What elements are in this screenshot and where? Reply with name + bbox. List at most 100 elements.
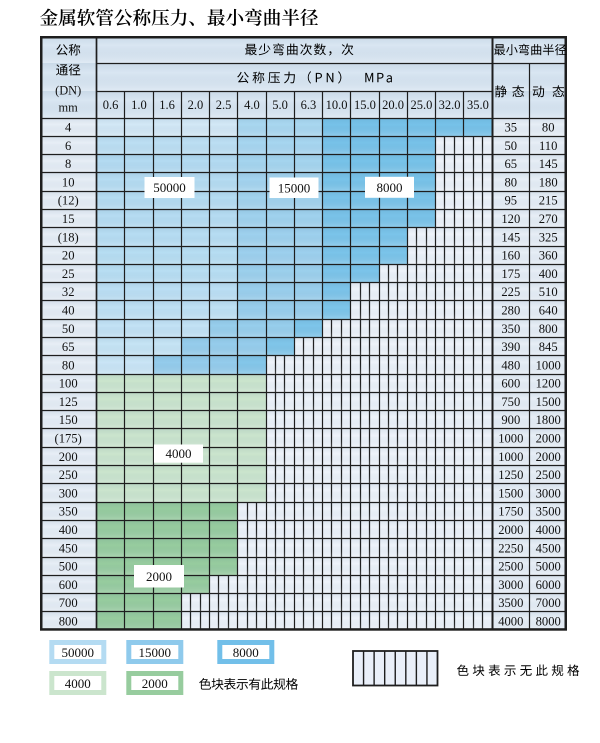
svg-text:640: 640 (539, 304, 558, 318)
svg-text:2.5: 2.5 (216, 98, 232, 112)
svg-text:95: 95 (505, 194, 518, 208)
svg-text:7000: 7000 (536, 596, 561, 610)
svg-text:50: 50 (505, 139, 518, 153)
svg-text:15000: 15000 (278, 180, 311, 195)
svg-text:750: 750 (501, 395, 520, 409)
svg-text:8000: 8000 (377, 180, 403, 195)
svg-text:1500: 1500 (536, 395, 561, 409)
svg-text:400: 400 (59, 523, 78, 537)
svg-text:600: 600 (501, 377, 520, 391)
svg-text:8000: 8000 (536, 615, 561, 629)
svg-text:5.0: 5.0 (272, 98, 288, 112)
svg-text:1750: 1750 (498, 505, 523, 519)
svg-text:200: 200 (59, 450, 78, 464)
svg-text:250: 250 (59, 468, 78, 482)
svg-text:4500: 4500 (536, 541, 561, 555)
svg-text:mm: mm (59, 101, 79, 115)
svg-text:100: 100 (59, 377, 78, 391)
svg-text:300: 300 (59, 486, 78, 500)
svg-text:(DN): (DN) (55, 84, 81, 98)
svg-text:145: 145 (539, 157, 558, 171)
svg-text:3500: 3500 (536, 505, 561, 519)
svg-text:800: 800 (539, 322, 558, 336)
svg-text:2000: 2000 (146, 569, 172, 584)
svg-text:4000: 4000 (536, 523, 561, 537)
svg-text:175: 175 (501, 267, 520, 281)
svg-text:32: 32 (62, 285, 75, 299)
svg-text:6: 6 (65, 139, 71, 153)
svg-text:700: 700 (59, 596, 78, 610)
svg-text:50: 50 (62, 322, 75, 336)
svg-text:15000: 15000 (139, 645, 172, 660)
svg-text:50000: 50000 (153, 180, 186, 195)
svg-text:(12): (12) (58, 194, 79, 208)
svg-text:1000: 1000 (498, 432, 523, 446)
svg-text:2250: 2250 (498, 541, 523, 555)
svg-text:215: 215 (539, 194, 558, 208)
svg-text:10.0: 10.0 (326, 98, 348, 112)
svg-text:5000: 5000 (536, 560, 561, 574)
svg-text:120: 120 (501, 212, 520, 226)
svg-text:6000: 6000 (536, 578, 561, 592)
svg-text:1500: 1500 (498, 486, 523, 500)
svg-text:2.0: 2.0 (188, 98, 204, 112)
svg-text:1250: 1250 (498, 468, 523, 482)
svg-text:3000: 3000 (536, 486, 561, 500)
svg-text:80: 80 (62, 358, 75, 372)
svg-text:2000: 2000 (536, 450, 561, 464)
svg-text:3000: 3000 (498, 578, 523, 592)
svg-text:4000: 4000 (65, 676, 91, 691)
svg-text:35: 35 (505, 121, 518, 135)
svg-text:2000: 2000 (142, 676, 168, 691)
svg-text:1000: 1000 (498, 450, 523, 464)
svg-text:4: 4 (65, 121, 72, 135)
svg-text:2000: 2000 (498, 523, 523, 537)
svg-text:600: 600 (59, 578, 78, 592)
svg-text:325: 325 (539, 230, 558, 244)
svg-text:1.6: 1.6 (159, 98, 175, 112)
svg-text:15.0: 15.0 (354, 98, 376, 112)
svg-text:8000: 8000 (233, 645, 259, 660)
svg-text:180: 180 (539, 175, 558, 189)
svg-text:360: 360 (539, 249, 558, 263)
svg-text:845: 845 (539, 340, 558, 354)
svg-text:510: 510 (539, 285, 558, 299)
svg-text:32.0: 32.0 (439, 98, 461, 112)
svg-text:350: 350 (501, 322, 520, 336)
svg-text:450: 450 (59, 541, 78, 555)
svg-text:80: 80 (505, 175, 518, 189)
svg-text:390: 390 (501, 340, 520, 354)
svg-text:145: 145 (501, 230, 520, 244)
svg-text:65: 65 (505, 157, 518, 171)
svg-text:10: 10 (62, 175, 75, 189)
svg-text:350: 350 (59, 505, 78, 519)
svg-text:800: 800 (59, 615, 78, 629)
svg-text:65: 65 (62, 340, 75, 354)
svg-text:500: 500 (59, 560, 78, 574)
svg-text:40: 40 (62, 304, 75, 318)
svg-text:25: 25 (62, 267, 75, 281)
svg-text:80: 80 (542, 121, 555, 135)
svg-text:110: 110 (539, 139, 557, 153)
svg-text:1000: 1000 (536, 358, 561, 372)
svg-text:35.0: 35.0 (467, 98, 489, 112)
svg-text:900: 900 (501, 413, 520, 427)
svg-text:270: 270 (539, 212, 558, 226)
svg-text:280: 280 (501, 304, 520, 318)
svg-text:4000: 4000 (166, 446, 192, 461)
svg-text:225: 225 (501, 285, 520, 299)
svg-text:0.6: 0.6 (103, 98, 119, 112)
svg-text:(175): (175) (55, 432, 82, 446)
svg-text:15: 15 (62, 212, 75, 226)
svg-text:6.3: 6.3 (301, 98, 317, 112)
svg-text:8: 8 (65, 157, 71, 171)
svg-text:2500: 2500 (498, 560, 523, 574)
svg-text:25.0: 25.0 (410, 98, 432, 112)
svg-text:4000: 4000 (498, 615, 523, 629)
svg-text:1.0: 1.0 (131, 98, 147, 112)
svg-text:3500: 3500 (498, 596, 523, 610)
svg-text:20.0: 20.0 (382, 98, 404, 112)
svg-text:400: 400 (539, 267, 558, 281)
svg-text:150: 150 (59, 413, 78, 427)
svg-text:4.0: 4.0 (244, 98, 260, 112)
